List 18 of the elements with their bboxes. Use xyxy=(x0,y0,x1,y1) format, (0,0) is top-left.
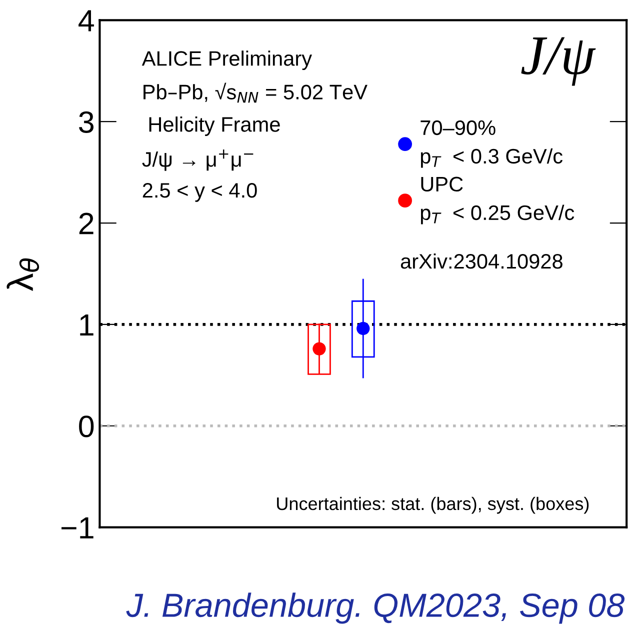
annotation: Pb–Pb, √s$_{NN}$ = 5.02 TeV xyxy=(144,82,368,103)
annotation: Uncertainties: stat. (bars), syst. (boxes) xyxy=(277,496,589,514)
legend-label: UPC p$_{T}$ < 0.25 GeV/c xyxy=(420,176,574,224)
annotation: 2.5 < y < 4.0 xyxy=(142,183,257,202)
y-tick-label: −1 xyxy=(62,517,94,538)
text: J. Brandenburg. QM2023, Sep 08 xyxy=(126,592,625,624)
annotation: Helicity Frame xyxy=(149,116,280,136)
annotation: J/ψ → μ$^{+}$μ$^{−}$ xyxy=(142,149,254,171)
y-tick-label: 2 xyxy=(79,212,94,234)
annotation: arXiv:2304.10928 xyxy=(400,253,562,269)
annotation: ALICE Preliminary xyxy=(142,50,312,70)
y-axis-title: λ$_{θ}$ xyxy=(6,258,40,291)
y-tick-label: 3 xyxy=(79,111,94,133)
y-tick-label: 4 xyxy=(78,10,94,32)
y-tick-label: 0 xyxy=(79,416,94,438)
y-tick-label: 1 xyxy=(80,314,94,336)
annotation: J/ψ xyxy=(521,37,596,86)
legend-label: 70–90% p$_{T}$ < 0.3 GeV/c xyxy=(420,120,563,168)
